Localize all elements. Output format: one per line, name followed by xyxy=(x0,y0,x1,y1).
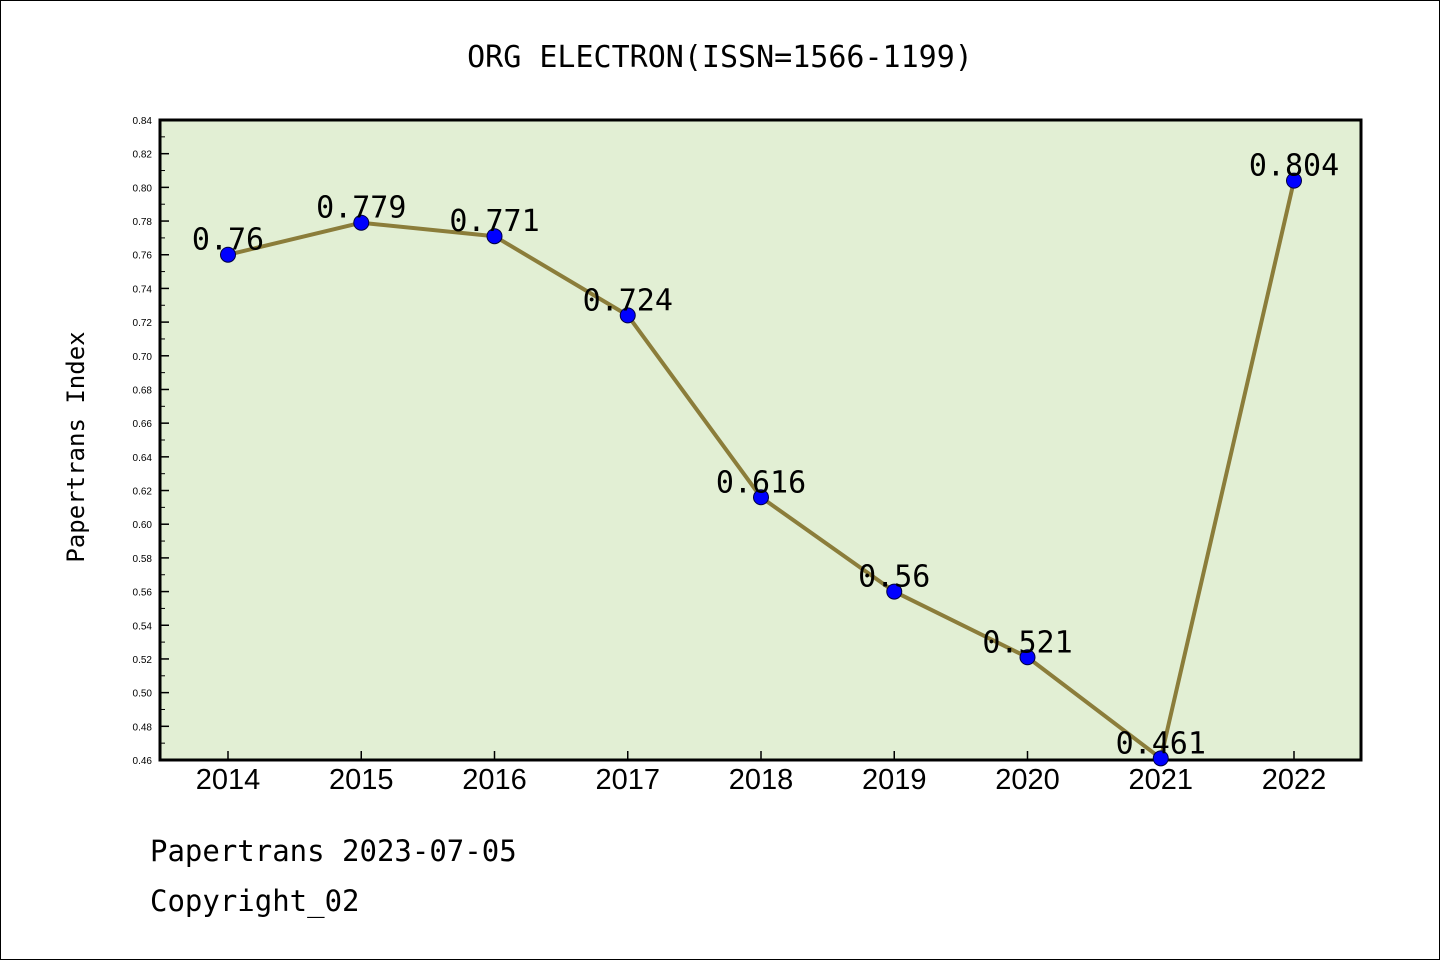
y-tick-label: 0.48 xyxy=(133,722,153,733)
x-tick-label: 2016 xyxy=(462,764,527,796)
x-axis-ticks: 2014 2015 2016 2017 2018 2019 2020 2021 2022 xyxy=(196,751,1327,796)
y-tick-label: 0.72 xyxy=(133,318,153,329)
data-labels: 0.76 0.779 0.771 0.724 0.616 0.56 0.521 0.461 0.… xyxy=(192,149,1339,762)
y-tick-label: 0.76 xyxy=(133,251,153,262)
data-markers xyxy=(220,172,1302,767)
data-label: 0.76 xyxy=(192,223,264,258)
data-label: 0.521 xyxy=(982,625,1072,660)
data-label: 0.616 xyxy=(716,465,806,500)
x-tick-label: 2020 xyxy=(995,764,1060,796)
data-point xyxy=(1152,750,1169,767)
chart-title: ORG ELECTRON(ISSN=1566-1199) xyxy=(467,40,973,75)
x-tick-label: 2021 xyxy=(1128,764,1193,796)
x-tick-label: 2019 xyxy=(862,764,927,796)
y-axis-ticks: 0.46 0.48 0.50 0.52 0.54 0.56 0.58 0.60 0.62 0.64… xyxy=(133,116,169,767)
data-label: 0.779 xyxy=(316,191,406,226)
x-tick-label: 2017 xyxy=(595,764,660,796)
data-point xyxy=(220,246,236,263)
y-axis-label: Papertrans Index xyxy=(62,331,90,562)
data-label: 0.724 xyxy=(583,283,673,318)
data-point xyxy=(486,228,503,245)
x-tick-label: 2022 xyxy=(1262,764,1327,796)
data-point xyxy=(619,307,636,324)
y-tick-label: 0.64 xyxy=(133,453,153,464)
y-tick-label: 0.66 xyxy=(133,419,153,430)
y-tick-label: 0.68 xyxy=(133,385,153,396)
y-tick-label: 0.50 xyxy=(133,689,153,700)
footer-date: Papertrans 2023-07-05 xyxy=(150,834,517,868)
data-point xyxy=(886,583,903,600)
y-tick-label: 0.80 xyxy=(133,183,153,194)
data-label: 0.56 xyxy=(858,560,930,595)
y-tick-label: 0.70 xyxy=(133,352,153,363)
data-label: 0.771 xyxy=(449,204,539,239)
y-tick-label: 0.54 xyxy=(133,621,153,632)
y-tick-label: 0.60 xyxy=(133,520,153,531)
y-tick-label: 0.82 xyxy=(133,150,153,161)
data-point xyxy=(353,214,370,231)
y-tick-label: 0.56 xyxy=(133,588,153,599)
y-tick-label: 0.74 xyxy=(133,284,153,295)
data-label: 0.461 xyxy=(1116,726,1206,761)
data-point xyxy=(1019,649,1036,666)
data-label: 0.804 xyxy=(1249,149,1339,184)
x-tick-label: 2018 xyxy=(729,764,794,796)
y-tick-label: 0.62 xyxy=(133,487,153,498)
x-tick-label: 2014 xyxy=(196,764,261,796)
y-tick-label: 0.46 xyxy=(133,756,153,767)
footer-copyright: Copyright_02 xyxy=(150,884,360,918)
x-tick-label: 2015 xyxy=(329,764,394,796)
data-point xyxy=(1286,172,1302,189)
data-point xyxy=(753,489,769,506)
y-tick-label: 0.78 xyxy=(133,217,153,228)
y-tick-label: 0.58 xyxy=(133,554,153,565)
y-tick-label: 0.52 xyxy=(133,655,153,666)
y-tick-label: 0.84 xyxy=(133,116,153,127)
